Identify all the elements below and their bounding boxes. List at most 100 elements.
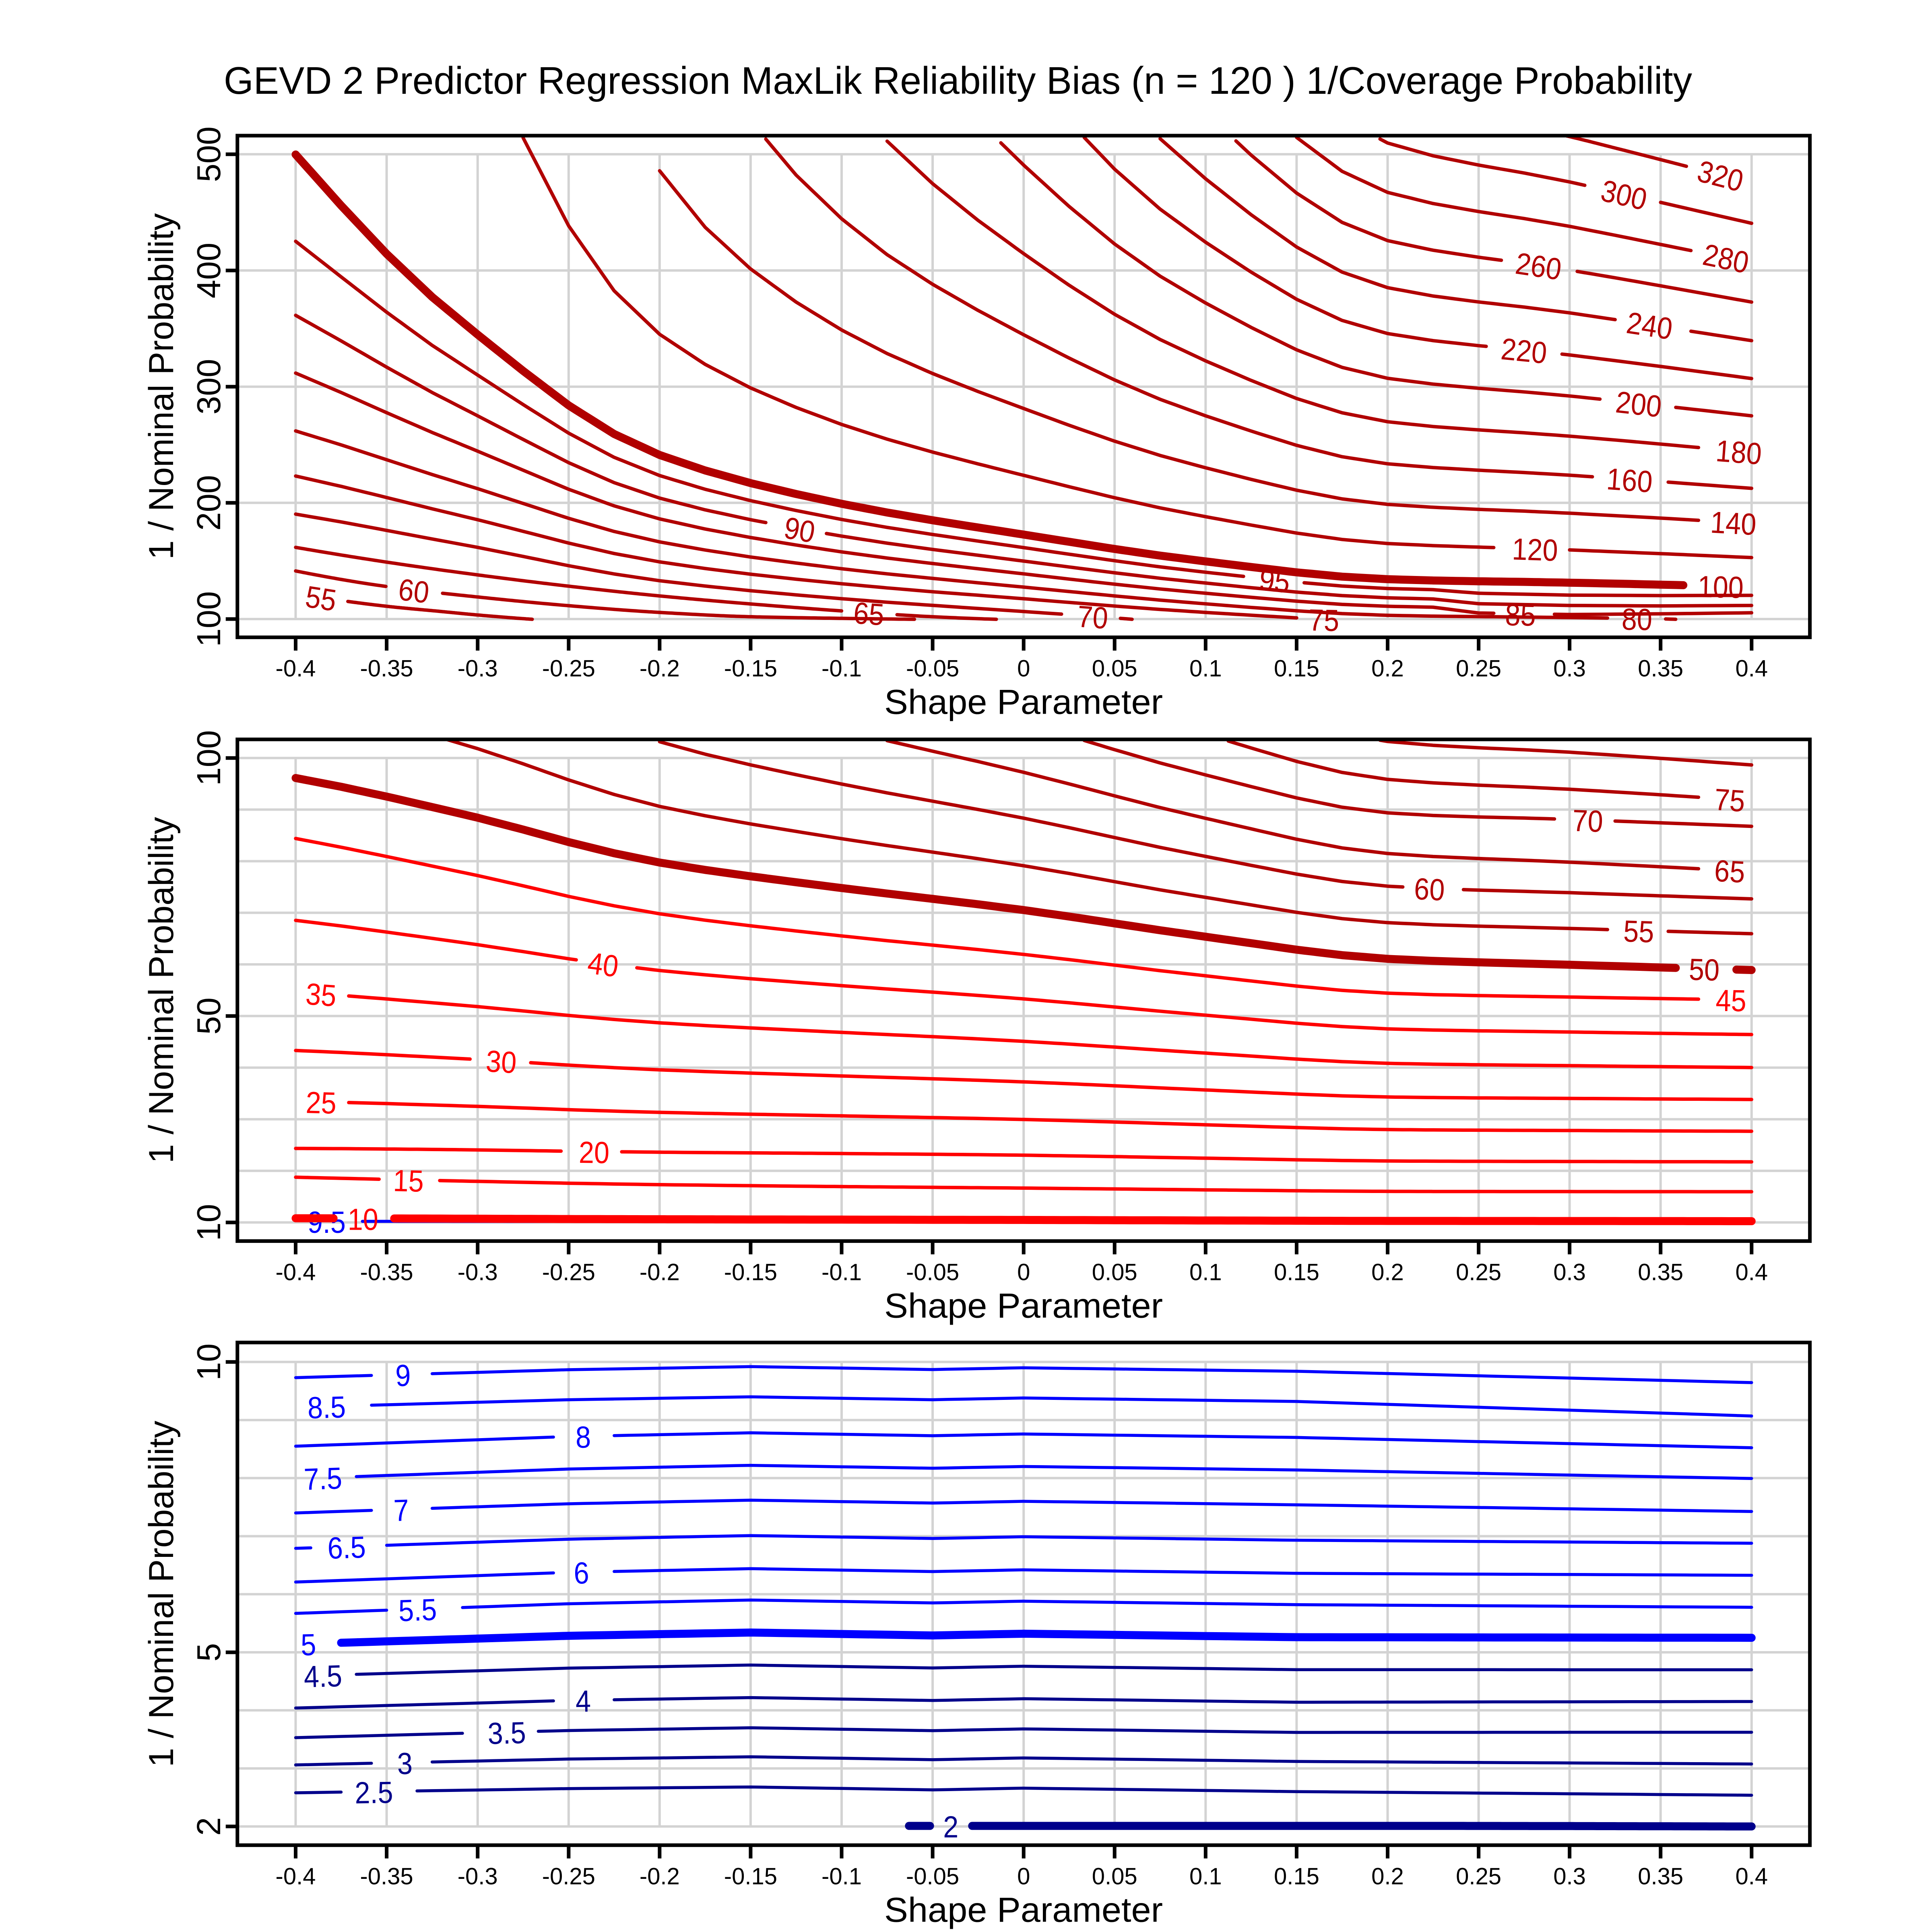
svg-text:180: 180 [1715, 434, 1763, 471]
svg-text:4.5: 4.5 [303, 1659, 343, 1694]
svg-text:0.05: 0.05 [1092, 1259, 1137, 1285]
svg-text:-0.05: -0.05 [906, 1863, 959, 1889]
svg-text:9: 9 [395, 1358, 411, 1393]
svg-text:90: 90 [782, 511, 818, 550]
svg-text:-0.1: -0.1 [822, 1863, 862, 1889]
svg-text:-0.15: -0.15 [724, 655, 777, 681]
svg-text:0.15: 0.15 [1274, 1259, 1319, 1285]
svg-text:-0.1: -0.1 [822, 1259, 862, 1285]
svg-text:-0.15: -0.15 [724, 1863, 777, 1889]
svg-text:Shape Parameter: Shape Parameter [884, 1286, 1163, 1325]
svg-text:5: 5 [190, 1643, 227, 1662]
svg-text:0.4: 0.4 [1735, 1259, 1768, 1285]
svg-text:1 / Nominal Probability: 1 / Nominal Probability [142, 817, 181, 1163]
svg-text:0.25: 0.25 [1456, 1259, 1501, 1285]
svg-text:6.5: 6.5 [327, 1530, 366, 1566]
svg-text:Shape Parameter: Shape Parameter [884, 683, 1163, 721]
svg-text:30: 30 [485, 1044, 518, 1080]
svg-text:0: 0 [1017, 655, 1030, 681]
svg-text:-0.3: -0.3 [458, 655, 498, 681]
svg-text:0.05: 0.05 [1092, 1863, 1137, 1889]
svg-text:60: 60 [396, 572, 431, 610]
svg-text:0.15: 0.15 [1274, 655, 1319, 681]
svg-text:0.3: 0.3 [1553, 1259, 1586, 1285]
svg-text:-0.25: -0.25 [542, 1259, 595, 1285]
svg-text:500: 500 [190, 126, 227, 182]
svg-text:-0.05: -0.05 [906, 655, 959, 681]
svg-text:3.5: 3.5 [487, 1716, 526, 1751]
svg-text:75: 75 [1713, 782, 1746, 819]
svg-text:75: 75 [1308, 603, 1340, 638]
svg-text:100: 100 [1697, 570, 1744, 605]
svg-text:-0.35: -0.35 [360, 1863, 413, 1889]
svg-text:2.5: 2.5 [355, 1775, 393, 1810]
svg-text:10: 10 [190, 1344, 227, 1381]
svg-text:GEVD 2 Predictor Regression Ma: GEVD 2 Predictor Regression MaxLik Relia… [224, 59, 1692, 102]
svg-text:-0.35: -0.35 [360, 1259, 413, 1285]
svg-text:80: 80 [1621, 602, 1652, 637]
svg-text:-0.1: -0.1 [822, 655, 862, 681]
svg-text:0.25: 0.25 [1456, 655, 1501, 681]
svg-text:3: 3 [397, 1746, 413, 1781]
svg-text:-0.4: -0.4 [276, 655, 316, 681]
svg-text:0: 0 [1017, 1863, 1030, 1889]
svg-text:0.15: 0.15 [1274, 1863, 1319, 1889]
svg-text:1 / Nominal Probability: 1 / Nominal Probability [142, 1421, 181, 1767]
svg-text:5.5: 5.5 [398, 1593, 438, 1628]
svg-text:10: 10 [348, 1203, 378, 1237]
svg-text:0.35: 0.35 [1638, 1259, 1683, 1285]
svg-text:0.1: 0.1 [1189, 1863, 1222, 1889]
svg-text:0.2: 0.2 [1371, 1259, 1404, 1285]
svg-text:220: 220 [1499, 332, 1548, 370]
svg-text:0.2: 0.2 [1371, 655, 1404, 681]
svg-text:160: 160 [1606, 462, 1654, 500]
svg-text:-0.2: -0.2 [640, 1863, 680, 1889]
svg-text:55: 55 [303, 580, 339, 618]
svg-text:65: 65 [1713, 854, 1746, 890]
svg-text:50: 50 [190, 997, 227, 1034]
svg-text:5: 5 [300, 1628, 316, 1662]
svg-text:6: 6 [573, 1556, 589, 1591]
svg-text:70: 70 [1572, 803, 1604, 839]
svg-text:-0.05: -0.05 [906, 1259, 959, 1285]
svg-text:-0.35: -0.35 [360, 655, 413, 681]
svg-text:20: 20 [579, 1135, 610, 1170]
svg-text:2: 2 [943, 1810, 958, 1844]
svg-text:0.3: 0.3 [1553, 655, 1586, 681]
svg-text:100: 100 [190, 730, 227, 786]
svg-text:1 / Nominal Probability: 1 / Nominal Probability [142, 213, 181, 559]
svg-text:45: 45 [1715, 984, 1746, 1018]
svg-text:-0.3: -0.3 [458, 1259, 498, 1285]
svg-text:200: 200 [1614, 385, 1664, 424]
svg-text:400: 400 [190, 243, 227, 298]
svg-text:100: 100 [190, 591, 227, 647]
svg-text:0.3: 0.3 [1553, 1863, 1586, 1889]
svg-text:-0.2: -0.2 [640, 1259, 680, 1285]
svg-text:60: 60 [1414, 872, 1446, 907]
svg-text:-0.15: -0.15 [724, 1259, 777, 1285]
svg-text:Shape Parameter: Shape Parameter [884, 1891, 1163, 1929]
svg-text:0.35: 0.35 [1638, 655, 1683, 681]
svg-text:240: 240 [1624, 305, 1674, 346]
svg-text:-0.3: -0.3 [458, 1863, 498, 1889]
svg-text:0.4: 0.4 [1735, 655, 1768, 681]
svg-text:-0.4: -0.4 [276, 1863, 316, 1889]
svg-text:7: 7 [393, 1493, 410, 1528]
svg-text:40: 40 [586, 946, 621, 984]
svg-text:7.5: 7.5 [303, 1461, 343, 1496]
svg-text:140: 140 [1709, 505, 1757, 542]
svg-text:200: 200 [190, 475, 227, 530]
svg-text:0.05: 0.05 [1092, 655, 1137, 681]
svg-text:9.5: 9.5 [308, 1205, 346, 1240]
svg-text:120: 120 [1511, 532, 1558, 568]
svg-text:50: 50 [1688, 952, 1720, 987]
svg-text:0.2: 0.2 [1371, 1863, 1404, 1889]
svg-text:10: 10 [190, 1204, 227, 1241]
svg-text:55: 55 [1623, 914, 1654, 949]
svg-text:25: 25 [305, 1086, 337, 1121]
svg-text:-0.2: -0.2 [640, 655, 680, 681]
svg-text:0.35: 0.35 [1638, 1863, 1683, 1889]
svg-text:-0.25: -0.25 [542, 1863, 595, 1889]
svg-text:-0.25: -0.25 [542, 655, 595, 681]
svg-text:0.1: 0.1 [1189, 655, 1222, 681]
